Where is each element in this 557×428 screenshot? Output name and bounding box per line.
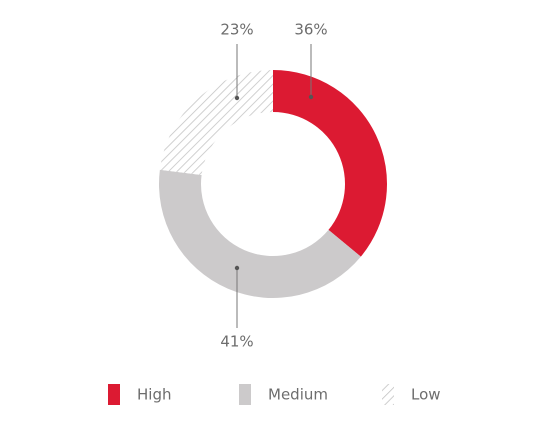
data-label: 41% [220, 333, 253, 351]
legend-label: Low [411, 386, 441, 404]
legend-swatch [108, 384, 120, 405]
donut-slice [159, 70, 273, 175]
donut-slice [158, 169, 361, 298]
legend-label: High [137, 386, 171, 404]
legend-label: Medium [268, 386, 328, 404]
data-label: 23% [220, 21, 253, 39]
data-label: 36% [294, 21, 327, 39]
donut-slice [273, 70, 387, 257]
leader-dot [308, 94, 314, 100]
legend-swatch [382, 384, 394, 405]
leader-dot [234, 265, 240, 271]
legend-swatch [239, 384, 251, 405]
leader-dot [234, 95, 240, 101]
